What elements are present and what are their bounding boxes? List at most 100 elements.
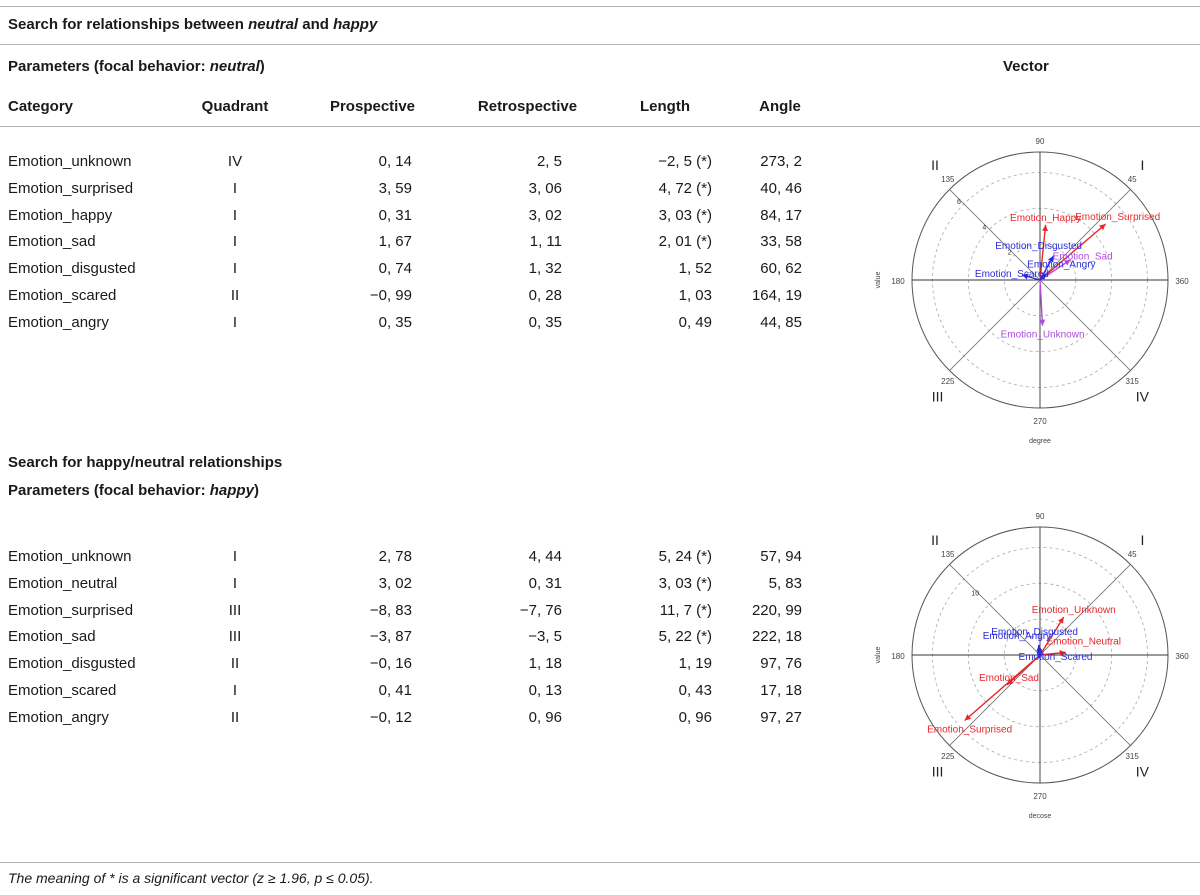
vector-arrowhead bbox=[1036, 646, 1043, 654]
cell-quadrant: I bbox=[232, 574, 238, 592]
cell-quadrant: I bbox=[232, 260, 238, 278]
vector-arrowhead bbox=[964, 714, 972, 721]
cell-angle: 220, 99 bbox=[751, 601, 802, 619]
cell-category: Emotion_angry bbox=[8, 708, 109, 726]
vector-emotion-surprised: Emotion_Surprised bbox=[1039, 212, 1160, 281]
cell-length: 2, 01 (*) bbox=[658, 233, 712, 251]
cell-angle: 5, 83 bbox=[768, 574, 802, 592]
vector-label: Emotion_Disgusted bbox=[995, 241, 1082, 252]
vector-label: Emotion_Unknown bbox=[1032, 605, 1116, 616]
cell-retrospective: 1, 32 bbox=[528, 260, 562, 278]
vector-arrowhead bbox=[1099, 223, 1106, 231]
vector-arrowhead bbox=[1059, 649, 1066, 656]
top-rule bbox=[0, 6, 1200, 7]
vector-arrowhead bbox=[1006, 678, 1014, 685]
cell-retrospective: 0, 96 bbox=[528, 708, 562, 726]
vector-arrow bbox=[1006, 654, 1041, 686]
x-axis-title: degree bbox=[1029, 438, 1051, 445]
quadrant-label: III bbox=[932, 764, 944, 780]
col-retrospective: Retrospective bbox=[477, 98, 578, 115]
degree-label: 135 bbox=[941, 175, 955, 184]
cell-angle: 222, 18 bbox=[751, 628, 802, 646]
y-axis-title: value bbox=[875, 272, 882, 289]
section-title-rule bbox=[0, 44, 1200, 45]
col-angle: Angle bbox=[759, 98, 801, 115]
vector-emotion-unknown: Emotion_Unknown bbox=[1001, 279, 1085, 341]
cell-category: Emotion_sad bbox=[8, 628, 96, 646]
section2-title: Search for happy/neutral relationships bbox=[8, 454, 283, 471]
cell-angle: 97, 27 bbox=[760, 708, 802, 726]
cell-category: Emotion_neutral bbox=[8, 574, 118, 592]
vector-label: Emotion_Angry bbox=[983, 631, 1051, 642]
cell-angle: 273, 2 bbox=[760, 153, 802, 170]
cell-angle: 40, 46 bbox=[760, 179, 802, 197]
vector-label: Emotion_Sad bbox=[979, 673, 1039, 684]
degree-label: 360 bbox=[1175, 277, 1189, 286]
cell-length: 1, 52 bbox=[678, 260, 712, 278]
vector-label: Emotion_Scared bbox=[1019, 652, 1093, 663]
cell-retrospective: 2, 5 bbox=[536, 153, 562, 170]
degree-label: 180 bbox=[891, 652, 905, 661]
cell-category: Emotion_unknown bbox=[8, 548, 132, 565]
y-axis-title: value bbox=[875, 647, 882, 664]
cell-quadrant: IV bbox=[227, 153, 243, 170]
vector-emotion-neutral: Emotion_Neutral bbox=[1039, 636, 1121, 656]
vector-label: Emotion_Surprised bbox=[927, 724, 1012, 735]
cell-prospective: 0, 74 bbox=[378, 260, 412, 278]
cell-length: 4, 72 (*) bbox=[658, 179, 712, 197]
cell-quadrant: II bbox=[230, 708, 240, 726]
cell-angle: 97, 76 bbox=[760, 655, 802, 673]
cell-retrospective: 0, 28 bbox=[528, 287, 562, 304]
cell-retrospective: −3, 5 bbox=[528, 628, 562, 646]
cell-prospective: −0, 12 bbox=[369, 708, 412, 726]
radial-tick-label: 4 bbox=[982, 224, 986, 231]
cell-prospective: 0, 41 bbox=[378, 682, 412, 699]
cell-length: 5, 24 (*) bbox=[658, 548, 712, 565]
cell-quadrant: II bbox=[230, 287, 240, 304]
cell-angle: 57, 94 bbox=[760, 548, 802, 565]
vector-emotion-unknown: Emotion_Unknown bbox=[1032, 605, 1116, 656]
quadrant-label: I bbox=[1140, 157, 1144, 173]
cell-quadrant: I bbox=[232, 179, 238, 197]
cell-category: Emotion_surprised bbox=[8, 179, 134, 197]
cell-category: Emotion_unknown bbox=[8, 153, 132, 170]
degree-label: 270 bbox=[1033, 792, 1047, 801]
vector-arrow bbox=[1039, 279, 1044, 326]
cell-length: 3, 03 (*) bbox=[658, 206, 712, 224]
cell-quadrant: II bbox=[230, 655, 240, 673]
cell-category: Emotion_scared bbox=[8, 287, 117, 304]
vector-emotion-angry: Emotion_Angry bbox=[983, 631, 1051, 656]
cell-retrospective: 3, 02 bbox=[528, 206, 562, 224]
cell-retrospective: 3, 06 bbox=[528, 179, 562, 197]
vector-label: Emotion_Happy bbox=[1010, 213, 1081, 224]
vector-arrow bbox=[1039, 224, 1047, 281]
cell-prospective: 1, 67 bbox=[378, 233, 412, 251]
cell-quadrant: I bbox=[232, 233, 238, 251]
vector-arrowhead bbox=[1063, 259, 1071, 266]
x-axis-title: decose bbox=[1029, 813, 1052, 820]
degree-label: 225 bbox=[941, 377, 955, 386]
vector-label: Emotion_Disgusted bbox=[991, 627, 1078, 638]
cell-length: −2, 5 (*) bbox=[658, 153, 712, 170]
cell-category: Emotion_disgusted bbox=[8, 260, 136, 278]
cell-category: Emotion_sad bbox=[8, 233, 96, 251]
vector-label: Emotion_Angry bbox=[1027, 260, 1095, 271]
cell-retrospective: 0, 13 bbox=[528, 682, 562, 699]
cell-retrospective: −7, 76 bbox=[519, 601, 562, 619]
cell-prospective: −3, 87 bbox=[369, 628, 412, 646]
cell-length: 0, 43 bbox=[678, 682, 712, 699]
cell-prospective: −0, 16 bbox=[369, 655, 412, 673]
quadrant-label: II bbox=[931, 532, 939, 548]
vector-emotion-surprised: Emotion_Surprised bbox=[927, 654, 1041, 735]
vector-arrowhead bbox=[1039, 319, 1046, 326]
vector-arrowhead bbox=[1021, 273, 1029, 280]
vector-arrow bbox=[1039, 223, 1107, 281]
quadrant-label: III bbox=[932, 389, 944, 405]
cell-quadrant: I bbox=[232, 313, 238, 331]
cell-angle: 60, 62 bbox=[760, 260, 802, 278]
cell-length: 1, 03 bbox=[678, 287, 712, 304]
cell-prospective: −8, 83 bbox=[369, 601, 412, 619]
cell-length: 3, 03 (*) bbox=[658, 574, 712, 592]
col-category: Category bbox=[8, 98, 74, 115]
